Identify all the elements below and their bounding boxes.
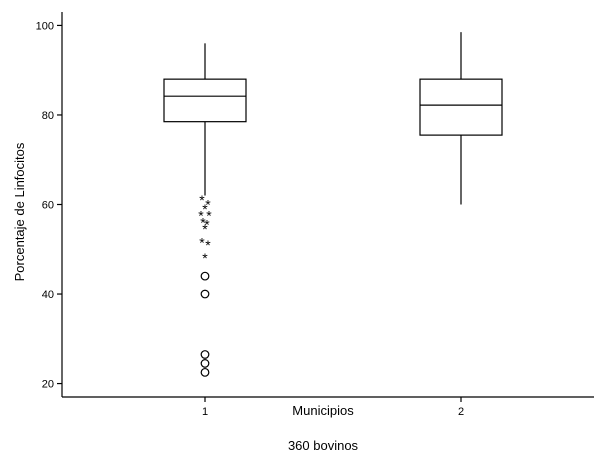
outlier-circle (200, 271, 210, 281)
outlier-star: * (199, 192, 205, 208)
x-tick-label: 2 (458, 406, 464, 418)
y-tick-label: 100 (36, 20, 54, 32)
outlier-star: * (202, 201, 208, 217)
y-axis-label: Porcentaje de Linfocitos (12, 142, 27, 281)
chart-caption: 360 bovinos (288, 438, 359, 453)
outlier-circle (200, 359, 210, 368)
outlier-star: * (206, 208, 212, 224)
outlier-circle (200, 367, 210, 377)
outlier-circle (200, 350, 210, 359)
outlier-star: * (202, 250, 208, 266)
x-tick-label: 1 (202, 406, 208, 418)
y-tick-label: 20 (42, 379, 54, 391)
outlier-star: * (205, 237, 211, 253)
y-tick-label: 60 (42, 200, 54, 212)
outlier-star: * (199, 235, 205, 251)
y-tick-label: 80 (42, 110, 54, 122)
outlier-star: * (204, 217, 210, 233)
x-axis-label: Municipios (292, 403, 354, 418)
outlier-circle (200, 289, 210, 299)
box-iqr (163, 78, 247, 123)
outlier-star: * (202, 221, 208, 237)
box-iqr (419, 78, 503, 136)
outlier-star: * (198, 208, 204, 224)
y-tick-label: 40 (42, 289, 54, 301)
outlier-star: * (205, 197, 211, 213)
outlier-star: * (200, 214, 206, 230)
